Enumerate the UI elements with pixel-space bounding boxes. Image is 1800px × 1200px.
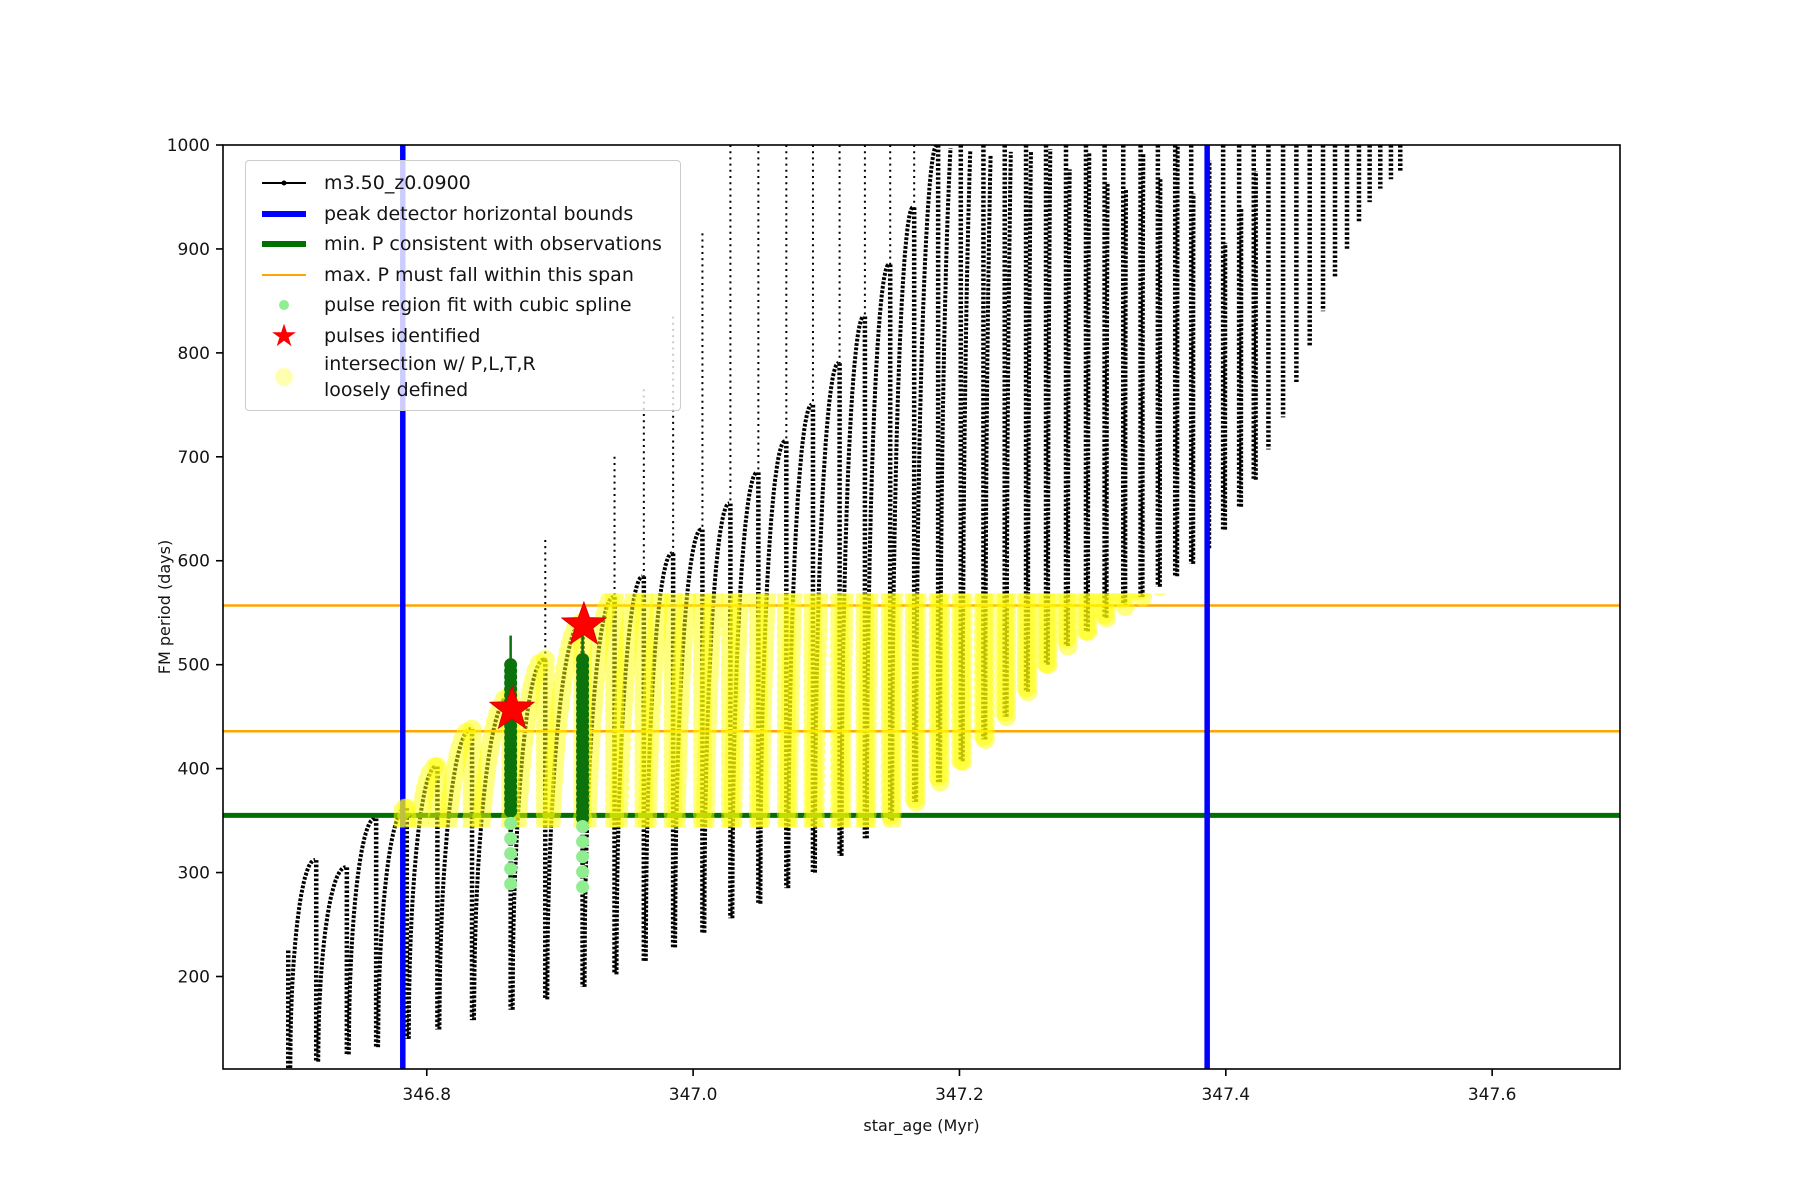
- intersection-arc: [349, 819, 375, 1055]
- y-tick-label: 800: [178, 344, 210, 364]
- pale-dot-marker-icon: [256, 368, 312, 387]
- y-tick-label: 200: [178, 967, 210, 987]
- legend-entry: pulse region fit with cubic spline: [256, 290, 662, 321]
- pulse-arc: [786, 402, 813, 889]
- y-axis-label: FM period (days): [155, 540, 174, 674]
- plot-spines: [222, 144, 1621, 1070]
- x-tick-label: 347.2: [935, 1085, 984, 1105]
- legend-label: max. P must fall within this span: [324, 263, 634, 286]
- legend-label: pulse region fit with cubic spline: [324, 294, 632, 317]
- thick-line-marker-icon: [256, 210, 312, 217]
- legend-entry: ★ pulses identified: [256, 317, 662, 354]
- x-tick-label: 346.8: [402, 1085, 451, 1105]
- pulse-arc: [1123, 189, 1128, 607]
- y-tick-label: 700: [178, 448, 210, 468]
- legend-label: min. P consistent with observations: [324, 233, 662, 256]
- pulse-arc: [938, 148, 953, 783]
- intersection-arc: [637, 593, 671, 828]
- pulse-arc: [914, 145, 938, 802]
- x-tick-label: 347.0: [669, 1085, 718, 1105]
- pulse-arc: [1066, 169, 1072, 647]
- y-tick-label: 900: [178, 240, 210, 260]
- legend-entry: min. P consistent with observations: [256, 229, 662, 260]
- pulse-arc: [1004, 151, 1013, 717]
- intersection-arc: [666, 593, 697, 828]
- pulse-arc: [346, 816, 376, 1055]
- dot-marker-icon: [256, 300, 312, 311]
- pulse-arc: [316, 865, 346, 1062]
- x-tick-label: 347.6: [1468, 1085, 1517, 1105]
- pulse-identified-star: [488, 684, 536, 730]
- legend-label: peak detector horizontal bounds: [324, 202, 634, 225]
- legend-entry: m3.50_z0.0900: [256, 168, 662, 199]
- pulse-arc: [1046, 149, 1053, 665]
- pulse-arc: [983, 154, 993, 740]
- pulse-identified-star: [560, 600, 608, 645]
- x-tick-label: 347.4: [1201, 1085, 1250, 1105]
- y-tick-label: 600: [178, 552, 210, 572]
- pulse-stars: [488, 600, 608, 730]
- thin-line-marker-icon: [256, 273, 312, 276]
- intersection-arc: [608, 593, 645, 828]
- intersection-arc: [751, 593, 777, 828]
- pulse-arc: [1175, 146, 1180, 577]
- pulse-arc: [839, 314, 865, 856]
- intersection-arc: [723, 593, 750, 828]
- pulse-arc: [813, 361, 839, 873]
- y-tick-label: 500: [178, 656, 210, 676]
- legend-label: intersection w/ P,L,T,R loosely defined: [324, 353, 536, 402]
- legend-entry: intersection w/ P,L,T,R loosely defined: [256, 351, 662, 403]
- x-axis-label: star_age (Myr): [863, 1116, 979, 1136]
- legend-label: m3.50_z0.0900: [324, 172, 471, 195]
- legend-entry: max. P must fall within this span: [256, 260, 662, 291]
- intersection-arc: [695, 593, 724, 828]
- star-marker-icon: ★: [270, 317, 298, 354]
- pulse-arc: [702, 501, 730, 933]
- thick-line-marker-icon: [256, 241, 312, 248]
- axes: 346.8 347.0 347.2 347.4 347.6 200 300 400 500 600…: [155, 136, 1621, 1136]
- pulse-arc: [864, 262, 890, 839]
- pulse-arc: [288, 858, 316, 1069]
- y-tick-label: 400: [178, 760, 210, 780]
- intersection-arc: [779, 593, 803, 828]
- legend-label: pulses identified: [324, 324, 481, 347]
- series-line-marker-icon: [256, 180, 312, 186]
- pulse-arc: [1104, 182, 1110, 618]
- pulse-arc: [1157, 179, 1163, 587]
- y-tick-label: 300: [178, 864, 210, 884]
- legend-entry: peak detector horizontal bounds: [256, 199, 662, 230]
- pulse-arc: [890, 205, 914, 821]
- pulse-arc: [960, 150, 973, 762]
- y-tick-label: 1000: [167, 136, 210, 156]
- pulse-arc: [1140, 154, 1146, 598]
- pulse-arc: [1026, 150, 1033, 692]
